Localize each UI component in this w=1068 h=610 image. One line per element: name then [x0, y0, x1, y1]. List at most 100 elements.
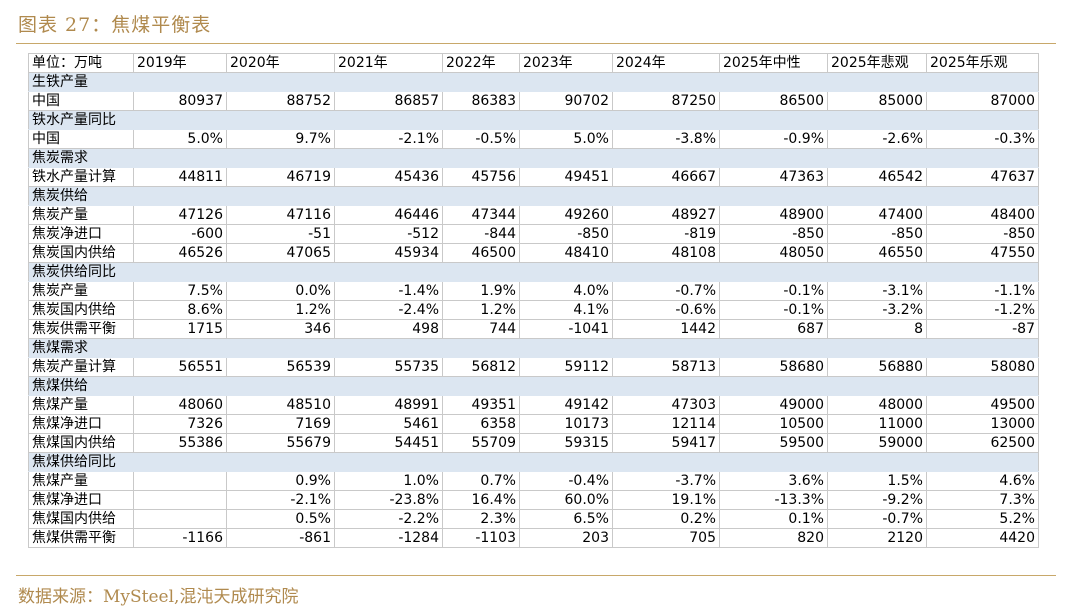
- table-cell: 12114: [612, 414, 720, 434]
- section-filler-cell: [519, 376, 613, 396]
- table-cell: -850: [719, 224, 828, 244]
- section-filler-cell: [519, 262, 613, 282]
- table-cell: 87250: [612, 91, 720, 111]
- table-cell: 4.1%: [519, 300, 613, 320]
- table-cell: 55679: [226, 433, 335, 453]
- table-cell: 86383: [442, 91, 520, 111]
- table-row: 焦煤净进口 7326 7169 5461 6358 10173 12114 10500 1100…: [28, 414, 1039, 434]
- table-cell: 5461: [334, 414, 443, 434]
- table-cell: 2120: [827, 528, 927, 548]
- table-cell: -2.1%: [226, 490, 335, 510]
- section-filler-cell: [226, 338, 335, 358]
- table-cell: 49142: [519, 395, 613, 415]
- row-label: 中国: [28, 91, 134, 111]
- section-row: 焦煤供给: [28, 376, 1039, 396]
- section-filler-cell: [612, 148, 720, 168]
- section-filler-cell: [226, 186, 335, 206]
- table-cell: -51: [226, 224, 335, 244]
- table-cell: 47344: [442, 205, 520, 225]
- table-row: 中国 80937 88752 86857 86383 90702 87250 86500 850…: [28, 91, 1039, 111]
- row-label: 焦煤供需平衡: [28, 528, 134, 548]
- section-filler-cell: [612, 72, 720, 92]
- table-row: 焦炭国内供给 46526 47065 45934 46500 48410 48108 4805…: [28, 243, 1039, 263]
- section-label: 生铁产量: [28, 72, 134, 92]
- table-cell: 2.3%: [442, 509, 520, 529]
- section-filler-cell: [827, 376, 927, 396]
- row-label: 焦炭产量: [28, 205, 134, 225]
- table-cell: -2.4%: [334, 300, 443, 320]
- table-cell: 48050: [719, 243, 828, 263]
- row-label: 铁水产量计算: [28, 167, 134, 187]
- table-cell: 9.7%: [226, 129, 335, 149]
- table-cell: -2.6%: [827, 129, 927, 149]
- section-filler-cell: [827, 338, 927, 358]
- section-label: 焦煤供给: [28, 376, 134, 396]
- section-filler-cell: [827, 72, 927, 92]
- table-cell: 46526: [133, 243, 227, 263]
- table-cell: 0.2%: [612, 509, 720, 529]
- section-filler-cell: [612, 262, 720, 282]
- section-filler-cell: [334, 338, 443, 358]
- table-cell: 60.0%: [519, 490, 613, 510]
- table-cell: 4.6%: [926, 471, 1039, 491]
- table-cell: 5.0%: [519, 129, 613, 149]
- section-row: 焦煤需求: [28, 338, 1039, 358]
- table-cell: 48400: [926, 205, 1039, 225]
- table-cell: 46446: [334, 205, 443, 225]
- table-cell: -1.2%: [926, 300, 1039, 320]
- row-label: 焦炭产量计算: [28, 357, 134, 377]
- section-filler-cell: [519, 148, 613, 168]
- table-cell: 80937: [133, 91, 227, 111]
- table-cell: 47126: [133, 205, 227, 225]
- table-cell: -1166: [133, 528, 227, 548]
- table-cell: 88752: [226, 91, 335, 111]
- table-cell: -0.6%: [612, 300, 720, 320]
- table-cell: -0.9%: [719, 129, 828, 149]
- table-cell: 48108: [612, 243, 720, 263]
- table-row: 焦煤供需平衡 -1166 -861 -1284 -1103 203 705 820 2120 44…: [28, 528, 1039, 548]
- section-filler-cell: [926, 262, 1039, 282]
- table-row: 焦炭产量 7.5% 0.0% -1.4% 1.9% 4.0% -0.7% -0.1% -3.1%…: [28, 281, 1039, 301]
- column-header: 2022年: [442, 53, 520, 73]
- table-cell: -512: [334, 224, 443, 244]
- table-cell: 4420: [926, 528, 1039, 548]
- section-label: 焦炭供给同比: [28, 262, 134, 282]
- table-cell: 59000: [827, 433, 927, 453]
- table-cell: 86857: [334, 91, 443, 111]
- table-cell: -844: [442, 224, 520, 244]
- table-cell: 49451: [519, 167, 613, 187]
- table-cell: 48410: [519, 243, 613, 263]
- row-label: 焦煤国内供给: [28, 509, 134, 529]
- section-filler-cell: [133, 338, 227, 358]
- table-cell: 59315: [519, 433, 613, 453]
- table-cell: 46500: [442, 243, 520, 263]
- column-header: 2021年: [334, 53, 443, 73]
- table-cell: -9.2%: [827, 490, 927, 510]
- row-label: 焦煤产量: [28, 395, 134, 415]
- table-cell: 48927: [612, 205, 720, 225]
- table-cell: 46550: [827, 243, 927, 263]
- table-cell: -1.4%: [334, 281, 443, 301]
- table-cell: 48510: [226, 395, 335, 415]
- table-cell: [133, 509, 227, 529]
- table-cell: 1442: [612, 319, 720, 339]
- table-cell: 45934: [334, 243, 443, 263]
- top-rule: [16, 43, 1056, 44]
- table-cell: 54451: [334, 433, 443, 453]
- column-header: 2024年: [612, 53, 720, 73]
- table-row: 焦煤产量 48060 48510 48991 49351 49142 47303 49000 4…: [28, 395, 1039, 415]
- table-cell: 3.6%: [719, 471, 828, 491]
- section-filler-cell: [719, 452, 828, 472]
- section-filler-cell: [334, 186, 443, 206]
- section-filler-cell: [334, 110, 443, 130]
- table-cell: 19.1%: [612, 490, 720, 510]
- section-filler-cell: [226, 376, 335, 396]
- table-cell: -0.1%: [719, 281, 828, 301]
- table-cell: 7169: [226, 414, 335, 434]
- section-filler-cell: [926, 376, 1039, 396]
- column-header: 2025年悲观: [827, 53, 927, 73]
- table-cell: 203: [519, 528, 613, 548]
- table-row: 铁水产量计算 44811 46719 45436 45756 49451 46667 4736…: [28, 167, 1039, 187]
- table-cell: 59417: [612, 433, 720, 453]
- table-cell: -850: [519, 224, 613, 244]
